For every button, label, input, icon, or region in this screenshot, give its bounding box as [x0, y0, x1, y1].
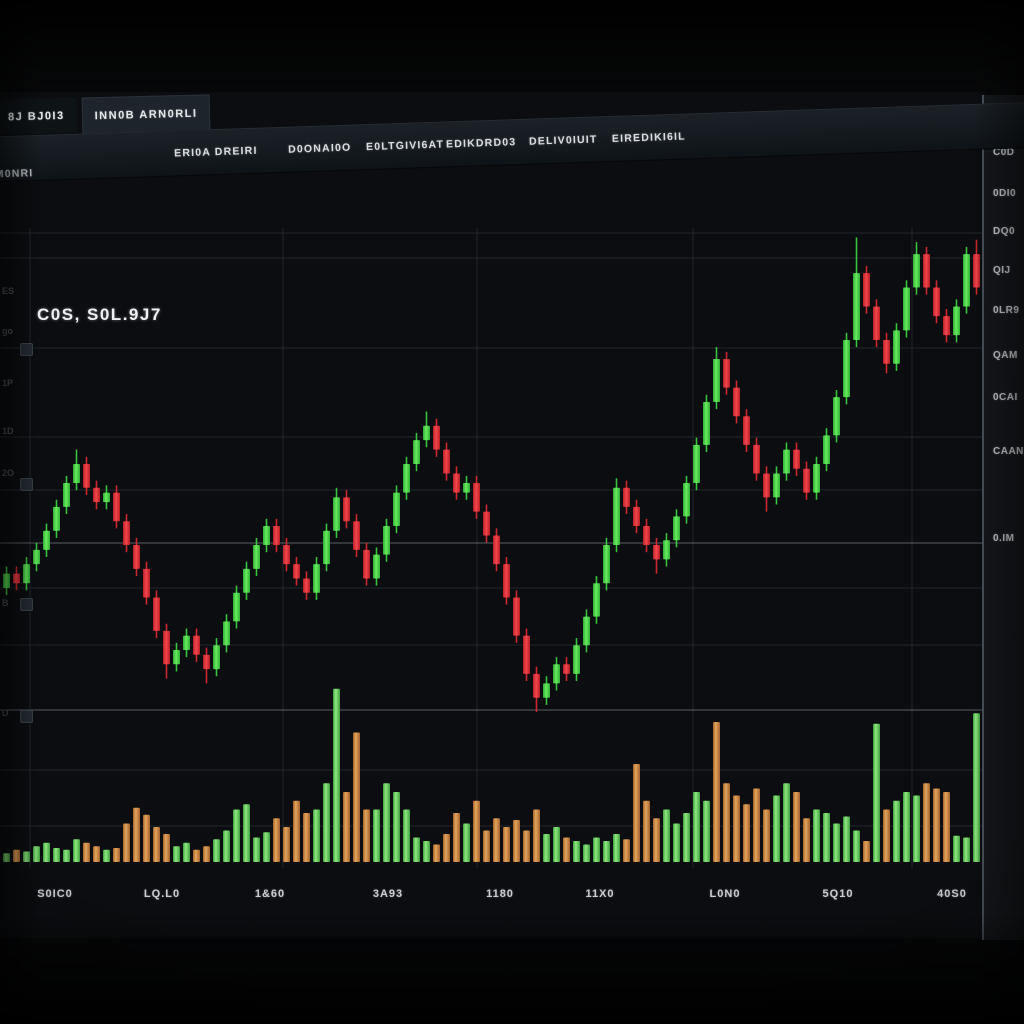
rail-tool-icon-2[interactable] [20, 478, 33, 491]
price-axis-label: QIJ [993, 265, 1011, 276]
menu-item-6[interactable]: DELIV0IUIT [528, 133, 598, 148]
rail-tool-icon-1[interactable] [20, 343, 33, 356]
tab-bar: 8J BJ0I3 INN0B ARN0RLI [0, 94, 211, 135]
volume-bars [3, 688, 980, 862]
time-axis-label: 5Q10 [822, 888, 854, 900]
menu-item-2[interactable]: ERI0A DREIRI [173, 144, 258, 160]
time-axis-label: 3A93 [372, 888, 404, 900]
tab-2[interactable]: INN0B ARN0RLI [81, 94, 211, 134]
menu-item-3[interactable]: D0ONAI0O [287, 141, 352, 156]
price-axis-label: 0LR9 [993, 305, 1020, 316]
time-axis-label: L0N0 [709, 888, 741, 900]
rail-label: go [2, 326, 13, 336]
drawing-toolbar: ES go 1P 1D 2O B D [0, 230, 33, 870]
time-axis-label: 11X0 [585, 888, 615, 900]
menu-item-7[interactable]: EIREDIKI6IL [611, 130, 686, 145]
rail-tool-icon-3[interactable] [20, 598, 33, 611]
rail-label: 1P [2, 378, 14, 388]
rail-label: D [2, 708, 9, 718]
time-axis[interactable]: S0IC0 LQ.L0 1&60 3A93 1180 11X0 L0N0 5Q10 40S0 [0, 888, 985, 912]
menu-item-5[interactable]: EDIKDRD03 [445, 136, 517, 151]
rail-label: ES [2, 286, 15, 296]
rail-label: B [2, 598, 9, 608]
price-axis-label: 0DI0 [993, 188, 1017, 199]
menu-item-1[interactable]: M0NRI [0, 167, 34, 181]
price-axis-label: DQ0 [993, 226, 1016, 237]
price-axis-label: 0.IM [993, 533, 1015, 544]
tab-2-label: INN0B ARN0RLI [94, 107, 198, 122]
rail-label: 2O [2, 468, 15, 478]
tab-1[interactable]: 8J BJ0I3 [0, 97, 78, 135]
menu-item-4[interactable]: E0LTGIVI6AT [365, 138, 445, 154]
symbol-title: C0S, S0L.9J7 [37, 305, 162, 324]
price-axis-label: 0CAI [993, 392, 1018, 403]
rail-tool-icon-4[interactable] [20, 710, 33, 723]
time-axis-label: LQ.L0 [143, 888, 181, 900]
time-axis-label: 40S0 [937, 888, 967, 900]
time-axis-label: S0IC0 [37, 888, 73, 900]
price-axis-label: CAAN [993, 446, 1024, 457]
price-axis-label: QAM [993, 350, 1018, 361]
rail-label: 1D [2, 426, 14, 436]
tab-1-label: 8J BJ0I3 [7, 109, 65, 123]
gridlines [0, 95, 984, 940]
time-axis-label: 1180 [486, 888, 514, 900]
time-axis-label: 1&60 [254, 888, 286, 900]
